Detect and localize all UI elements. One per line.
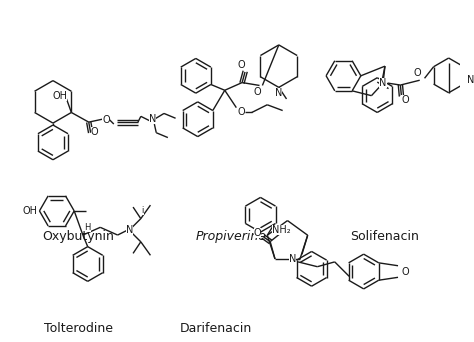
Text: O: O [254,228,262,238]
Text: N: N [379,78,387,88]
Text: Tolterodine: Tolterodine [44,322,113,335]
Text: N: N [289,254,296,264]
Text: Solifenacin: Solifenacin [350,230,419,243]
Text: Oxybutynin: Oxybutynin [42,230,114,243]
Text: N: N [275,88,283,98]
Text: O: O [402,266,410,277]
Text: N: N [467,75,474,85]
Text: O: O [401,95,409,105]
Text: OH: OH [22,206,37,216]
Text: O: O [237,60,245,70]
Text: Darifenacin: Darifenacin [179,322,252,335]
Text: O: O [237,107,245,117]
Text: Propiverine: Propiverine [196,230,267,243]
Text: O: O [91,127,98,137]
Text: N: N [126,225,133,235]
Text: O: O [414,68,421,78]
Text: NH₂: NH₂ [273,225,291,235]
Text: O: O [102,115,110,125]
Text: OH: OH [52,91,67,101]
Text: N: N [149,114,156,124]
Text: i: i [142,207,144,215]
Text: H: H [84,223,91,232]
Text: O: O [254,87,261,97]
